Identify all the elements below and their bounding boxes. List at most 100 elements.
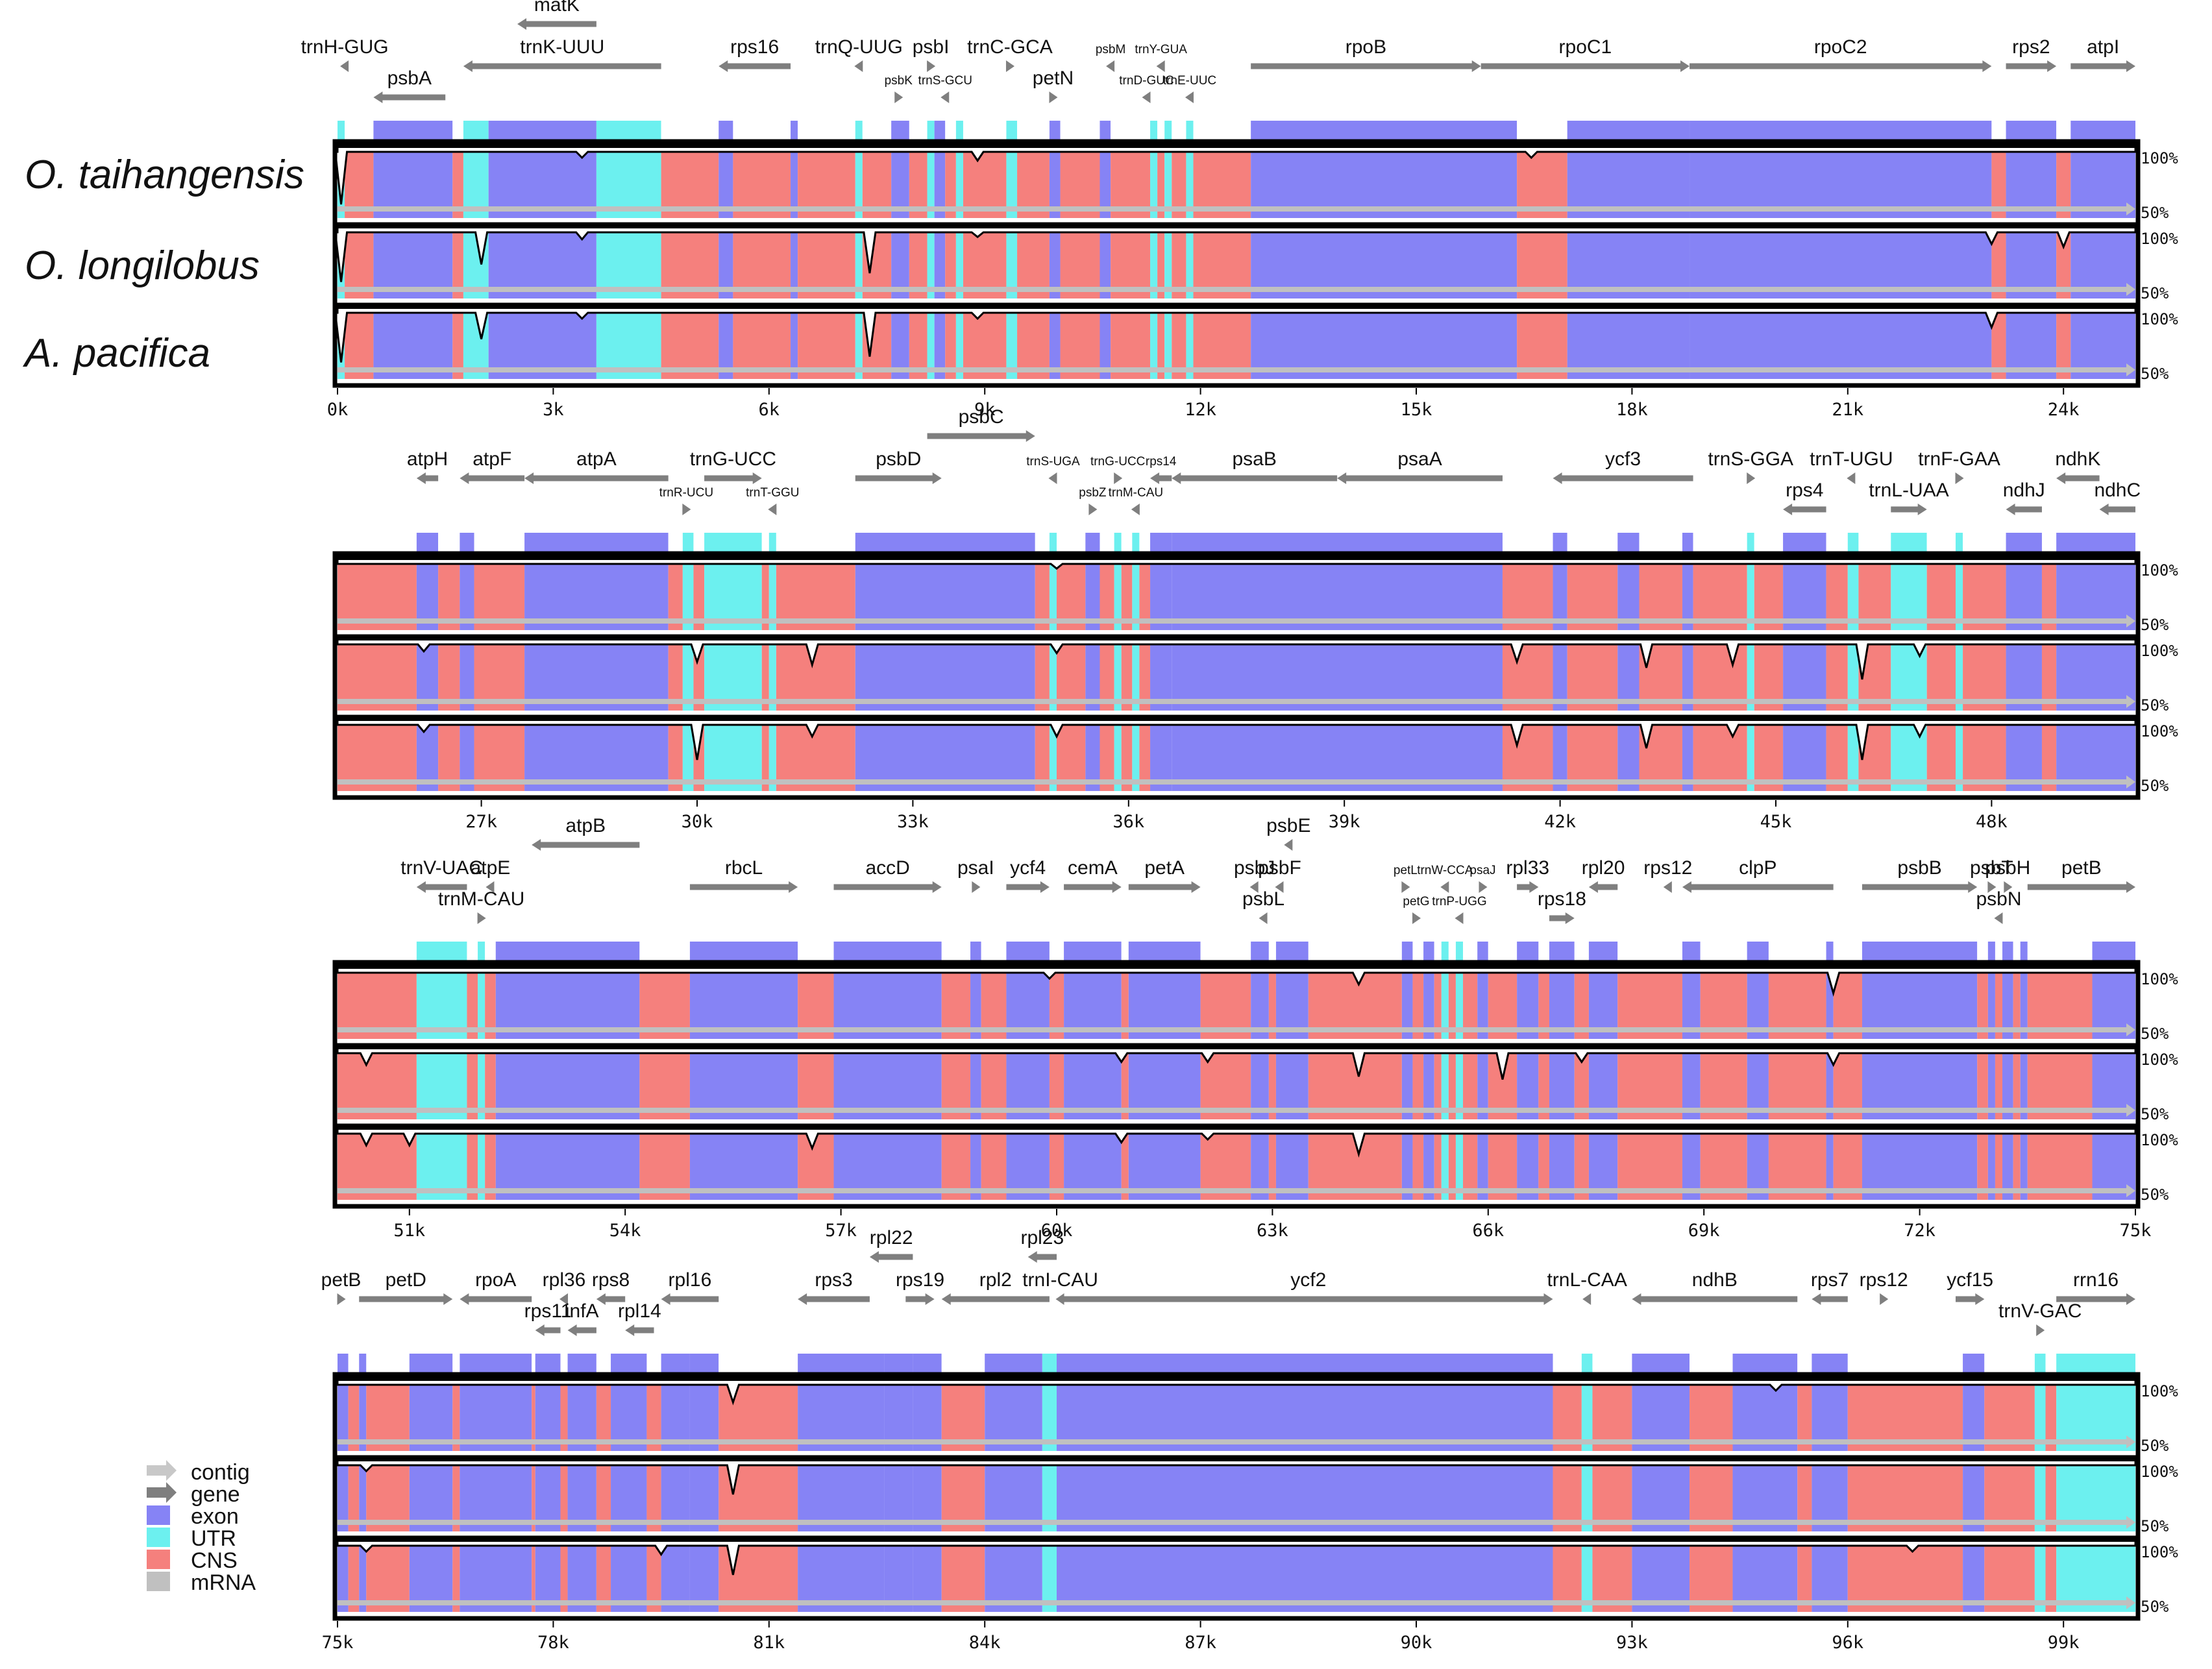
region-utr [1186,223,1194,298]
region-cns [2013,1044,2021,1119]
region-strip-UTR [1891,533,1927,555]
region-cns [1574,1125,1589,1200]
region-exon [1588,964,1618,1039]
region-exon [373,223,453,298]
region-cns [1567,716,1618,791]
legend-label: mRNA [191,1570,256,1595]
region-cns [1926,716,1956,791]
tick-label: 45k [1760,812,1792,832]
percent-50-label: 50% [2141,1025,2169,1043]
region-strip-UTR [704,533,762,555]
region-cns [596,1456,611,1531]
region-exon [2056,635,2135,711]
gene-arrow [517,18,596,30]
tick-label: 75k [322,1633,354,1653]
gene-arrow [1006,881,1050,893]
region-exon [970,964,981,1039]
region-strip-exon [1064,942,1122,964]
tick-label: 21k [1832,400,1863,420]
identity-curve [334,302,2137,363]
gene-label: rpl22 [870,1227,913,1249]
region-cns [1463,964,1478,1039]
region-utr [1006,304,1018,379]
mrna-arrow [2126,1516,2135,1529]
region-cns [1100,555,1114,630]
gene-annotation: psaA [1337,448,1503,484]
region-strip-CNS [1639,533,1682,555]
region-exon [495,1125,640,1200]
region-cns [345,143,374,218]
region-utr [416,1044,467,1119]
region-utr [704,635,762,711]
region-cns [1984,1376,2035,1451]
region-cns [1991,143,2006,218]
region-exon [1783,555,1826,630]
gene-arrow [1150,472,1172,484]
gene-label: rps18 [1538,888,1586,910]
region-cns [452,143,463,218]
gene-label: ndhK [2055,448,2100,470]
region-strip-UTR [1164,121,1172,143]
gene-arrow [1005,60,1014,72]
gene-arrow [1747,472,1756,484]
gene-annotation: psbJ [1234,857,1275,893]
track-separator [338,716,2135,721]
region-strip-CNS [345,121,374,143]
gene-label: rpoB [1346,36,1386,58]
region-exon [567,1376,596,1451]
region-cns [2013,964,2021,1039]
region-utr [416,964,467,1039]
region-exon [1549,964,1575,1039]
region-strip-UTR [1132,533,1140,555]
region-cns [1434,1044,1442,1119]
region-cns [2041,716,2057,791]
region-utr [478,1125,485,1200]
region-exon [2071,223,2135,298]
gene-arrow [1812,1293,1848,1305]
region-exon [1477,1044,1488,1119]
region-utr [1441,1044,1449,1119]
region-exon [1150,716,1172,791]
region-cns [1060,143,1100,218]
region-strip-CNS [1057,533,1086,555]
gene-annotation: trnD-GUC [1119,74,1174,103]
region-exon [1049,143,1061,218]
gene-label: rpl33 [1506,857,1549,879]
region-strip-CNS [485,942,496,964]
region-cns [1617,964,1682,1039]
region-exon [1783,716,1826,791]
percent-50-label: 50% [2141,696,2169,714]
mrna-arrow [2126,615,2135,627]
gene-annotation: trnT-GGU [746,486,800,515]
gene-annotation: ycf4 [1006,857,1050,893]
region-strip-CNS [1200,942,1251,964]
gene-annotation: psbK [885,74,913,103]
tick-label: 27k [465,812,497,832]
region-strip-exon [2006,533,2042,555]
region-exon [1085,716,1100,791]
region-strip-CNS [1574,942,1589,964]
region-cns [1617,1044,1682,1119]
region-cns [963,223,1007,298]
region-strip-CNS [1139,533,1151,555]
mrna-arrow [2126,1023,2135,1036]
region-cns [1567,635,1618,711]
gene-label: ndhB [1692,1269,1738,1291]
region-cns [1926,555,1956,630]
gene-annotation: ndhJ [2003,480,2045,515]
region-strip-CNS [452,121,463,143]
region-exon [1553,716,1567,791]
region-exon [833,1044,942,1119]
gene-label: psbN [1976,888,2021,910]
track-2: 100% 50% [334,222,2178,302]
region-exon [1812,1537,1848,1612]
region-cns [941,1044,971,1119]
region-exon [2071,143,2135,218]
region-utr [927,304,935,379]
region-cns [532,1456,535,1531]
region-cns [348,1456,360,1531]
region-exon [833,1125,942,1200]
region-cns [1991,304,2006,379]
region-exon [689,1376,719,1451]
gene-label: atpI [2087,36,2119,58]
